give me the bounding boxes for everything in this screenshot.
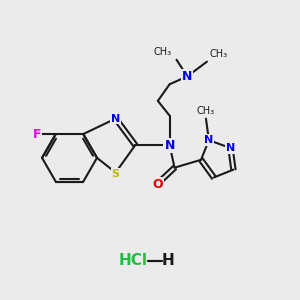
Text: N: N — [164, 139, 175, 152]
Text: S: S — [112, 169, 120, 178]
Text: N: N — [226, 143, 235, 153]
Text: O: O — [152, 178, 163, 191]
Text: H: H — [161, 254, 174, 268]
Text: CH₃: CH₃ — [197, 106, 215, 116]
Text: N: N — [204, 135, 214, 145]
Text: CH₃: CH₃ — [210, 49, 228, 59]
Text: N: N — [111, 114, 120, 124]
Text: N: N — [182, 70, 193, 83]
Text: F: F — [33, 128, 41, 141]
Text: HCl: HCl — [119, 254, 148, 268]
Text: CH₃: CH₃ — [154, 47, 172, 57]
